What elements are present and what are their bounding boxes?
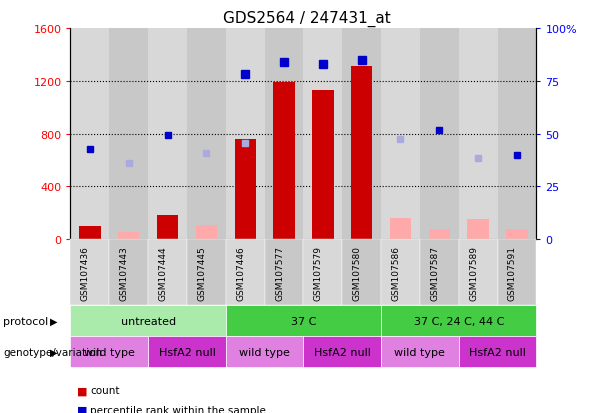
Text: GSM107591: GSM107591 bbox=[508, 245, 517, 300]
Text: GSM107577: GSM107577 bbox=[275, 245, 284, 300]
Text: genotype/variation: genotype/variation bbox=[3, 347, 102, 357]
Bar bbox=[506, 230, 528, 240]
Text: wild type: wild type bbox=[239, 347, 290, 357]
Text: 37 C, 24 C, 44 C: 37 C, 24 C, 44 C bbox=[414, 316, 504, 326]
Bar bbox=[351, 67, 372, 240]
Bar bbox=[196, 225, 217, 240]
Text: GSM107587: GSM107587 bbox=[430, 245, 440, 300]
Bar bbox=[148, 29, 187, 240]
Bar bbox=[187, 29, 226, 240]
Text: GSM107579: GSM107579 bbox=[314, 245, 323, 300]
Bar bbox=[157, 216, 178, 240]
Text: HsfA2 null: HsfA2 null bbox=[314, 347, 371, 357]
Text: protocol: protocol bbox=[3, 316, 48, 326]
Text: 37 C: 37 C bbox=[291, 316, 316, 326]
Bar bbox=[468, 219, 489, 240]
Text: ▶: ▶ bbox=[50, 316, 58, 326]
Bar bbox=[226, 29, 265, 240]
Text: GSM107446: GSM107446 bbox=[236, 245, 245, 300]
Bar bbox=[303, 29, 342, 240]
Bar bbox=[118, 232, 139, 240]
Text: percentile rank within the sample: percentile rank within the sample bbox=[90, 405, 266, 413]
Text: untreated: untreated bbox=[121, 316, 176, 326]
Text: GDS2564 / 247431_at: GDS2564 / 247431_at bbox=[223, 10, 390, 26]
Text: ▶: ▶ bbox=[50, 347, 58, 357]
Bar bbox=[273, 83, 295, 240]
Text: GSM107436: GSM107436 bbox=[81, 245, 90, 300]
Text: GSM107580: GSM107580 bbox=[352, 245, 362, 300]
Bar bbox=[428, 230, 450, 240]
Text: HsfA2 null: HsfA2 null bbox=[159, 347, 215, 357]
Text: GSM107589: GSM107589 bbox=[469, 245, 478, 300]
Text: GSM107443: GSM107443 bbox=[120, 245, 129, 300]
Text: wild type: wild type bbox=[84, 347, 135, 357]
Bar bbox=[70, 29, 109, 240]
Bar bbox=[342, 29, 381, 240]
Text: ■: ■ bbox=[77, 385, 87, 395]
Text: ■: ■ bbox=[77, 405, 87, 413]
Text: wild type: wild type bbox=[395, 347, 445, 357]
Bar bbox=[312, 91, 333, 240]
Text: GSM107586: GSM107586 bbox=[392, 245, 400, 300]
Bar bbox=[459, 29, 498, 240]
Bar bbox=[265, 29, 303, 240]
Bar bbox=[390, 218, 411, 240]
Text: count: count bbox=[90, 385, 120, 395]
Text: GSM107444: GSM107444 bbox=[159, 245, 167, 300]
Bar bbox=[420, 29, 459, 240]
Text: HsfA2 null: HsfA2 null bbox=[469, 347, 526, 357]
Bar bbox=[381, 29, 420, 240]
Bar bbox=[235, 140, 256, 240]
Bar bbox=[79, 226, 101, 240]
Text: GSM107445: GSM107445 bbox=[197, 245, 207, 300]
Bar bbox=[109, 29, 148, 240]
Bar bbox=[498, 29, 536, 240]
